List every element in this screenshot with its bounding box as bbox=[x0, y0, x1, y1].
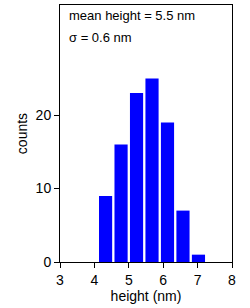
svg-text:counts: counts bbox=[14, 113, 30, 154]
svg-text:20: 20 bbox=[36, 107, 52, 123]
svg-text:0: 0 bbox=[43, 254, 51, 270]
svg-text:8: 8 bbox=[228, 272, 236, 288]
svg-text:σ = 0.6 nm: σ = 0.6 nm bbox=[69, 30, 132, 45]
svg-text:mean height = 5.5 nm: mean height = 5.5 nm bbox=[69, 8, 195, 23]
svg-text:7: 7 bbox=[194, 272, 202, 288]
svg-text:4: 4 bbox=[91, 272, 99, 288]
svg-text:6: 6 bbox=[159, 272, 167, 288]
svg-text:10: 10 bbox=[36, 180, 52, 196]
svg-text:3: 3 bbox=[56, 272, 64, 288]
svg-text:height (nm): height (nm) bbox=[111, 288, 182, 304]
svg-text:5: 5 bbox=[125, 272, 133, 288]
